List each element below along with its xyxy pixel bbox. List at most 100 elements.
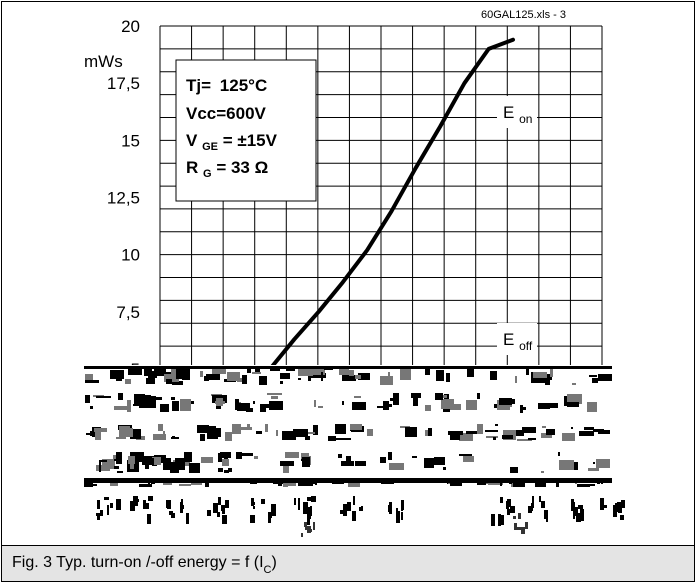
noise-block [318, 406, 323, 408]
noise-block [520, 405, 523, 413]
noise-block [128, 368, 142, 375]
noise-block [200, 434, 205, 441]
noise-block [558, 452, 560, 456]
noise-block [284, 481, 296, 486]
noise-block [204, 376, 209, 381]
noise-block [350, 424, 362, 430]
noise-block [247, 424, 250, 427]
noise-block [342, 401, 344, 405]
noise-block [96, 513, 100, 516]
y-tick-label: 10 [121, 246, 140, 265]
noise-block [127, 400, 131, 412]
noise-block [256, 431, 262, 434]
noise-block [598, 374, 612, 381]
noise-block [117, 471, 123, 473]
caption-main: Fig. 3 Typ. turn-on /-off energy = f (I [12, 554, 264, 571]
noise-block [240, 453, 253, 456]
noise-block [217, 512, 220, 517]
noise-block [268, 512, 271, 523]
noise-block [340, 510, 343, 514]
noise-block [434, 457, 445, 465]
noise-block [577, 484, 590, 487]
noise-block [352, 402, 366, 410]
noise-block [526, 366, 529, 375]
noise-block [393, 393, 399, 405]
noise-block [237, 427, 252, 430]
noise-block [96, 396, 111, 398]
noise-block [436, 370, 444, 381]
caption-close: ) [271, 554, 277, 571]
noise-block [220, 452, 231, 458]
noise-block [96, 465, 110, 471]
noise-block [425, 366, 430, 375]
eon-label-sub: on [519, 112, 532, 126]
noise-block [343, 504, 347, 516]
noise-block [459, 454, 472, 456]
noise-block [377, 406, 385, 408]
noise-block [618, 505, 622, 513]
noise-block [546, 429, 555, 435]
noise-block [528, 507, 532, 513]
noise-block [191, 482, 202, 485]
noise-block [94, 428, 107, 432]
noise-block [114, 406, 129, 410]
noise-block [522, 427, 536, 433]
noise-block [130, 452, 144, 462]
noise-block [145, 458, 149, 469]
noise-block [339, 367, 349, 375]
noise-block [353, 496, 355, 505]
noise-block [579, 431, 594, 436]
noise-block [498, 514, 501, 526]
noise-block [146, 396, 150, 404]
eoff-label-main: E [503, 330, 514, 349]
noise-block [218, 468, 223, 472]
noise-block [600, 498, 604, 510]
svg-text:E off: E off [503, 330, 533, 353]
noise-block [130, 501, 135, 511]
noise-block [116, 452, 122, 464]
noise-block [450, 483, 462, 486]
noise-block [514, 523, 517, 530]
noise-block [538, 403, 550, 409]
svg-text:Tj= 125°C: Tj= 125°C [186, 76, 267, 95]
noise-block [380, 376, 393, 385]
noise-block [574, 507, 578, 516]
noise-block [85, 374, 93, 380]
noise-block [253, 506, 255, 509]
noise-block [533, 372, 547, 378]
noise-block [493, 437, 496, 440]
noise-block [500, 482, 502, 486]
noise-block [425, 405, 431, 411]
noise-block [304, 522, 307, 527]
eon-curve [268, 37, 515, 371]
noise-block [225, 432, 232, 441]
noise-block [175, 458, 185, 470]
noise-block [166, 379, 172, 384]
noise-block [310, 506, 312, 516]
noise-block [401, 512, 403, 520]
noise-block [467, 369, 474, 377]
noise-block [413, 397, 418, 406]
noise-block [305, 527, 307, 530]
noise-block [145, 395, 151, 398]
noise-block [523, 407, 526, 410]
noise-block [349, 370, 354, 376]
noise-block [620, 515, 624, 520]
noise-block [380, 457, 386, 463]
noise-block [507, 509, 510, 515]
noise-block [167, 501, 171, 509]
noise-block [163, 431, 165, 434]
noise-block [593, 462, 595, 464]
noise-block [189, 463, 200, 473]
noise-block [518, 513, 521, 519]
noise-block [396, 508, 398, 520]
noise-block [118, 393, 123, 400]
noise-block [307, 526, 311, 533]
noise-block [577, 514, 579, 521]
noise-block [213, 503, 218, 513]
noise-block [172, 401, 179, 411]
noise-block [152, 457, 161, 465]
noise-block [367, 429, 373, 436]
parameter-box: Tj= 125°C Vcc=600V V GE = ±15V R G = 33 … [175, 59, 317, 202]
